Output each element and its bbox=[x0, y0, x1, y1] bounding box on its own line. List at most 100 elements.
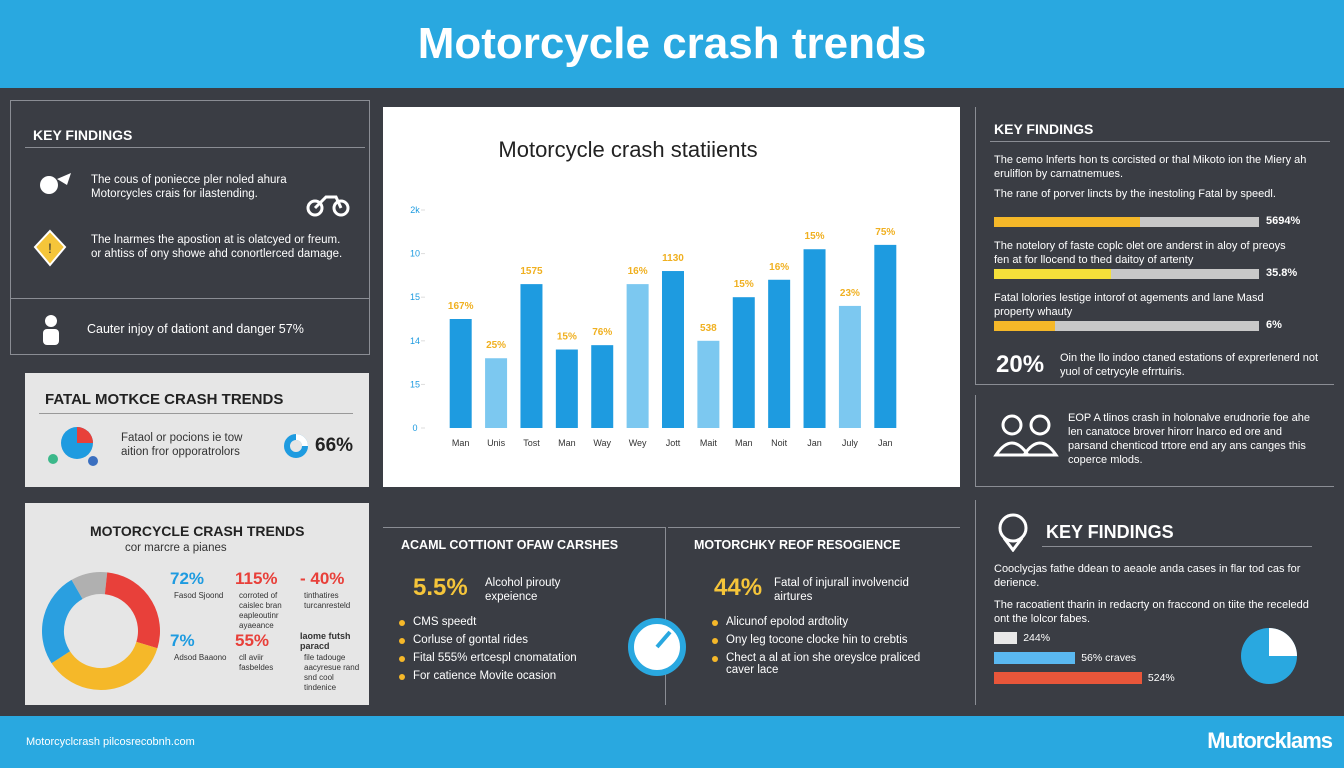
header-title: Motorcycle crash trends bbox=[0, 0, 1344, 88]
bar bbox=[994, 321, 1055, 331]
stat-label: tinthatires turcanresteld bbox=[304, 591, 351, 610]
stat-label: Fasod Sjoond bbox=[174, 591, 224, 600]
y-tick-label: 15 bbox=[410, 292, 420, 302]
donut-chart bbox=[42, 572, 160, 690]
panel: KEY FINDINGS The cemo lnferts hon ts cor… bbox=[975, 107, 1334, 385]
bar bbox=[555, 349, 578, 428]
y-tick-label: 0 bbox=[412, 423, 417, 433]
panel: FATAL MOTKCE CRASH TRENDS Fataol or poci… bbox=[25, 373, 369, 487]
x-tick-label: Man bbox=[558, 438, 576, 448]
footer: Motorcyclcrash pilcosrecobnh.com Mutorck… bbox=[0, 716, 1344, 768]
bar-text: The notelory of faste coplc olet ore and… bbox=[994, 240, 1286, 266]
x-tick-label: Jott bbox=[666, 438, 681, 448]
panel-text: Fataol or pocions ie tow aition fror opp… bbox=[121, 432, 243, 458]
bar-label: 167% bbox=[448, 301, 474, 312]
divider bbox=[39, 413, 353, 414]
svg-text:!: ! bbox=[48, 240, 52, 256]
panel-title: ACAML COTTIONT OFAW CARSHES bbox=[401, 538, 619, 552]
panel-text: EOP A tlinos crash in holonalve erudnori… bbox=[1068, 412, 1310, 466]
panel-text: The cemo lnferts hon ts corcisted or tha… bbox=[994, 154, 1307, 180]
panel-subtitle: cor marcre a pianes bbox=[125, 542, 227, 554]
bar-label: 15% bbox=[557, 332, 577, 343]
icon bbox=[40, 173, 71, 194]
stat: 115% bbox=[235, 569, 278, 588]
stat: 72% bbox=[170, 569, 205, 588]
stat: 5.5% bbox=[413, 574, 468, 601]
bar-label: 16% bbox=[628, 266, 648, 277]
stat-label: cll aviir fasbeldes bbox=[239, 653, 274, 672]
bar bbox=[994, 672, 1142, 684]
person-icon bbox=[43, 315, 59, 345]
panel-title: KEY FINDINGS bbox=[1046, 522, 1174, 542]
donut-segment bbox=[42, 572, 160, 690]
list-item: Chect a al at ion she oreyslce praliced … bbox=[712, 652, 950, 676]
panel-title: MOTORCHKY REOF RESOGIENCE bbox=[694, 538, 901, 552]
gauge-icon bbox=[628, 618, 686, 676]
x-tick-label: Man bbox=[735, 438, 753, 448]
finding-text: The cous of poniecce pler noled ahura Mo… bbox=[91, 174, 287, 200]
finding-text: The lnarmes the apostion at is olatcyed … bbox=[91, 234, 343, 260]
bar bbox=[994, 269, 1111, 279]
bar-label: 1130 bbox=[662, 253, 684, 264]
bar bbox=[520, 284, 543, 428]
x-tick-label: Mait bbox=[700, 438, 718, 448]
pie-icon bbox=[48, 427, 98, 466]
bars: 244% 56% craves 524% bbox=[994, 632, 1244, 692]
list-item: Ony leg tocone clocke hin to crebtis bbox=[712, 634, 950, 646]
stat-label: Alcohol pirouty expeience bbox=[485, 577, 561, 603]
x-tick-label: Wey bbox=[629, 438, 647, 448]
bar bbox=[874, 244, 897, 428]
divider bbox=[25, 147, 365, 148]
bar bbox=[626, 284, 649, 428]
y-tick-label: 14 bbox=[410, 336, 420, 346]
stat-label: corroted of caislec bran eapleoutinr aya… bbox=[239, 591, 282, 630]
list-item: Fital 555% ertcespl cnomatation bbox=[399, 652, 657, 664]
list: Alicunof epolod ardtolity Ony leg tocone … bbox=[710, 616, 950, 682]
panel: MOTORCHKY REOF RESOGIENCE 44% Fatal of i… bbox=[628, 527, 960, 705]
panel-title: FATAL MOTKCE CRASH TRENDS bbox=[45, 391, 284, 408]
gauge-icon bbox=[284, 434, 308, 458]
donut-segment bbox=[42, 572, 160, 690]
stat-label: file tadouge aacyresue rand snd cool tin… bbox=[304, 653, 360, 692]
bar-label: 23% bbox=[840, 288, 860, 299]
chart: Motorcycle crash statiients 0 15 14 15 10 2k M… bbox=[410, 137, 897, 448]
panel-text: The racoatient tharin in redacrty on fra… bbox=[994, 599, 1309, 625]
bar-label: 16% bbox=[769, 262, 789, 273]
stat: Iaome futsh paracd bbox=[300, 631, 351, 651]
list-item: For catience Movite ocasion bbox=[399, 670, 657, 682]
panel: MOTORCYCLE CRASH TRENDS cor marcre a pia… bbox=[25, 503, 369, 705]
panel-title: KEY FINDINGS bbox=[33, 127, 133, 143]
bar bbox=[994, 217, 1140, 227]
bar-text: Fatal lolories lestige intorof ot agemen… bbox=[994, 292, 1264, 318]
footer-text: Motorcyclcrash pilcosrecobnh.com bbox=[26, 736, 195, 748]
panel: KEY FINDINGS Cooclycjas fathe ddean to a… bbox=[975, 500, 1334, 705]
bar-label: 1575 bbox=[520, 266, 543, 277]
brand: Mutorcklams bbox=[1207, 728, 1333, 753]
bar bbox=[803, 249, 826, 428]
x-tick-label: July bbox=[842, 438, 859, 448]
bar-label: 244% bbox=[1023, 632, 1051, 644]
panel-title: KEY FINDINGS bbox=[994, 121, 1094, 137]
list-item: Alicunof epolod ardtolity bbox=[712, 616, 950, 628]
bar bbox=[732, 297, 755, 428]
bar-label: 538 bbox=[700, 323, 717, 334]
bar bbox=[662, 271, 684, 428]
x-tick-label: Tost bbox=[523, 438, 540, 448]
donut-segment bbox=[42, 572, 160, 690]
list-item: CMS speedt bbox=[399, 616, 657, 628]
bars: The rane of porver lincts by the inestol… bbox=[994, 187, 1329, 342]
pie-icon bbox=[1241, 628, 1297, 684]
stat-label: Fatal of injurall involvencid airtures bbox=[774, 577, 909, 603]
x-tick-label: Man bbox=[452, 438, 470, 448]
panel: EOP A tlinos crash in holonalve erudnori… bbox=[975, 395, 1334, 487]
panel-text: Cooclycjas fathe ddean to aeaole anda ca… bbox=[994, 563, 1301, 589]
divider bbox=[990, 141, 1330, 142]
list: CMS speedt Corluse of gontal rides Fital 5… bbox=[397, 616, 657, 688]
bar-text: The rane of porver lincts by the inestol… bbox=[994, 188, 1276, 200]
bar bbox=[994, 652, 1076, 664]
chart-panel: Motorcycle crash statiients 0 15 14 15 10 2k M… bbox=[383, 107, 960, 487]
y-tick-label: 10 bbox=[410, 249, 420, 259]
panel: KEY FINDINGS The cous of poniecce pler n… bbox=[10, 100, 370, 355]
bar-label: 56% craves bbox=[1081, 652, 1137, 664]
bar-label: 35.8% bbox=[1266, 267, 1298, 279]
